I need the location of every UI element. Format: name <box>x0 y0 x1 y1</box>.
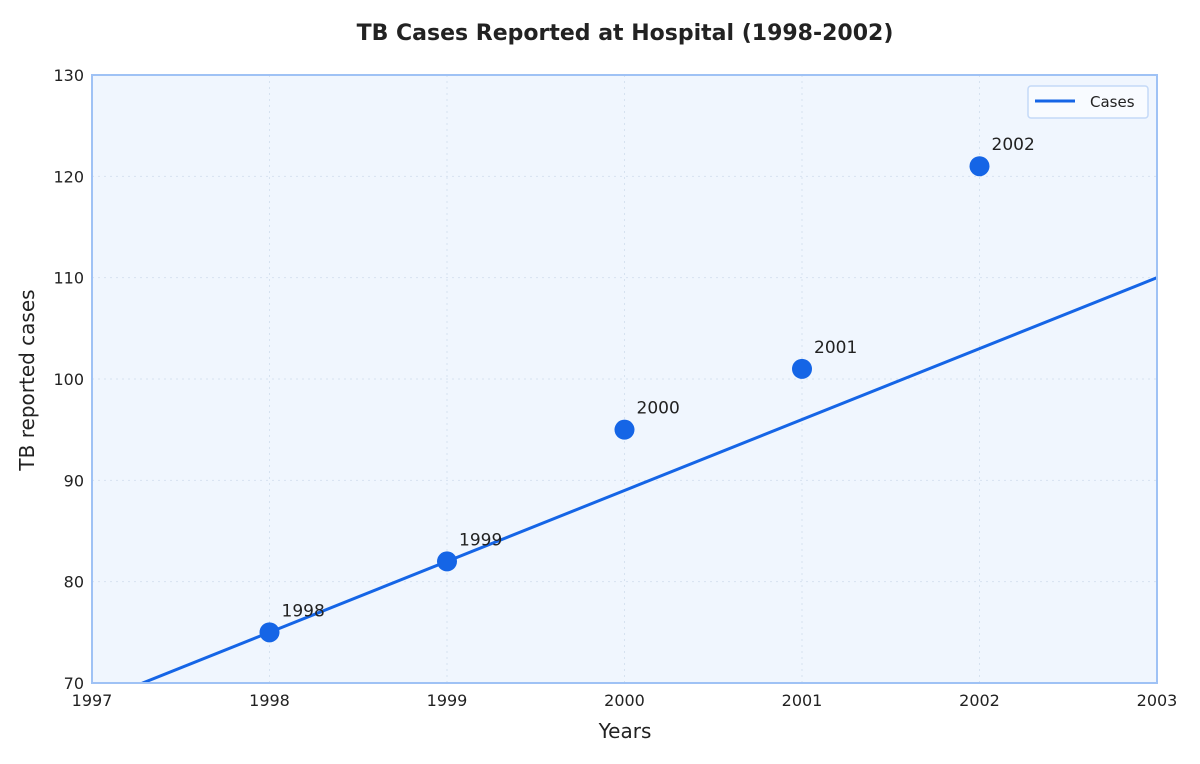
x-tick-label: 1999 <box>427 691 468 710</box>
y-axis-label: TB reported cases <box>15 289 39 471</box>
x-ticks: 1997 1998 1999 2000 2001 2002 2003 <box>72 691 1178 710</box>
plot-area <box>92 75 1157 683</box>
x-tick-label: 2000 <box>604 691 645 710</box>
data-label-1998: 1998 <box>282 601 325 621</box>
x-tick-label: 1997 <box>72 691 113 710</box>
points-layer: 1998 1999 2000 2001 2002 <box>259 135 1035 643</box>
data-label-2002: 2002 <box>992 135 1035 155</box>
data-point-1998 <box>259 622 280 643</box>
data-point-2002 <box>969 156 990 177</box>
chart-title: TB Cases Reported at Hospital (1998-2002… <box>357 21 894 46</box>
data-label-2000: 2000 <box>637 399 680 419</box>
x-tick-label: 2003 <box>1137 691 1178 710</box>
data-label-1999: 1999 <box>459 530 502 550</box>
y-tick-label: 90 <box>64 471 84 490</box>
x-tick-label: 2002 <box>959 691 1000 710</box>
legend: Cases <box>1027 85 1149 119</box>
plot-frame <box>91 74 1158 684</box>
data-label-2001: 2001 <box>814 338 857 358</box>
data-point-2001 <box>792 358 812 379</box>
y-ticks: 70 80 90 100 110 120 130 <box>53 66 84 693</box>
legend-box <box>1027 85 1149 119</box>
x-tick-label: 2001 <box>782 691 823 710</box>
y-tick-label: 70 <box>64 674 84 693</box>
y-tick-label: 110 <box>53 269 84 288</box>
y-tick-label: 130 <box>53 66 84 85</box>
y-tick-label: 120 <box>53 167 84 186</box>
data-point-2000 <box>614 419 635 440</box>
data-point-1999 <box>437 551 457 572</box>
legend-label-cases: Cases <box>1090 93 1135 111</box>
y-tick-label: 100 <box>53 370 84 389</box>
y-tick-label: 80 <box>64 573 84 592</box>
x-tick-label: 1998 <box>249 691 290 710</box>
x-axis-label: Years <box>598 719 652 743</box>
